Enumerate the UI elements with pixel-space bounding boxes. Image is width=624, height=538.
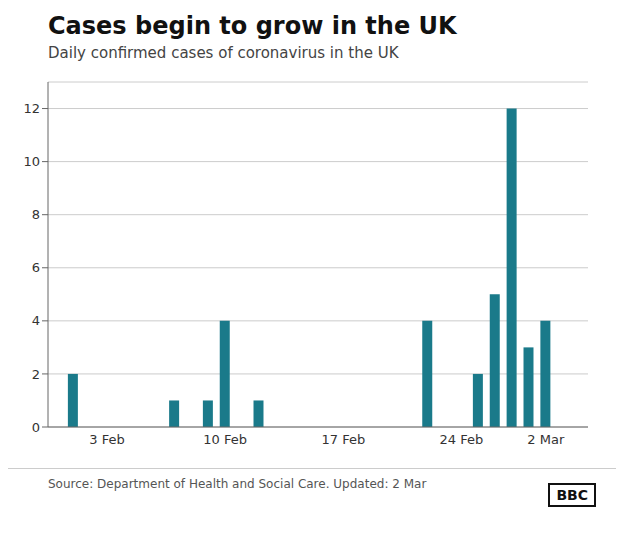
svg-text:17 Feb: 17 Feb	[321, 432, 365, 447]
svg-text:0: 0	[32, 420, 40, 435]
svg-text:10 Feb: 10 Feb	[203, 432, 247, 447]
html-text:Source: Department of Health a: Source: Department of Health and Social …	[48, 477, 427, 491]
svg-text:10: 10	[23, 154, 40, 169]
svg-text:4: 4	[32, 313, 40, 328]
svg-text:8: 8	[32, 207, 40, 222]
svg-text:2 Mar: 2 Mar	[527, 432, 565, 447]
html-text:Daily confirmed cases of coron: Daily confirmed cases of coronavirus in …	[48, 44, 399, 62]
html-text:Cases begin to grow in the UK: Cases begin to grow in the UK	[48, 12, 457, 40]
svg-text:2: 2	[32, 367, 40, 382]
svg-text:6: 6	[32, 260, 40, 275]
html-text:BBC: BBC	[556, 487, 588, 503]
svg-text:12: 12	[23, 101, 40, 116]
svg-text:3 Feb: 3 Feb	[89, 432, 124, 447]
svg-text:24 Feb: 24 Feb	[440, 432, 484, 447]
